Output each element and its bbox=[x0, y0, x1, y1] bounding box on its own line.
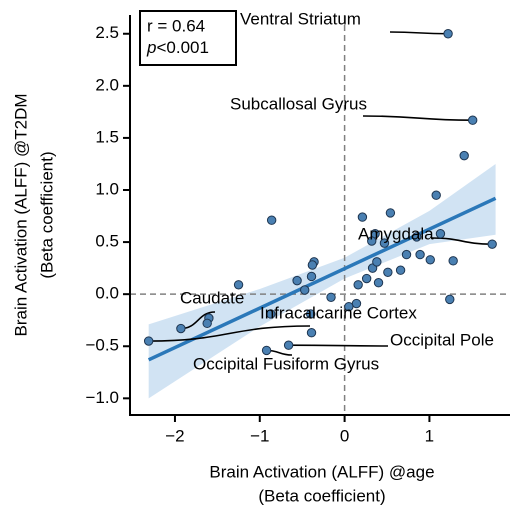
data-point bbox=[306, 328, 317, 338]
annotation-connector bbox=[148, 325, 311, 342]
stats-p-symbol: p bbox=[146, 38, 156, 57]
annotation-label: Occipital Pole bbox=[390, 330, 494, 349]
data-point bbox=[266, 215, 277, 225]
x-tick-label: −1 bbox=[250, 426, 269, 445]
data-point bbox=[383, 267, 393, 277]
data-point bbox=[487, 239, 497, 249]
data-point bbox=[385, 208, 396, 218]
x-tick-label: 1 bbox=[425, 426, 434, 445]
data-point bbox=[373, 278, 384, 288]
data-point bbox=[306, 271, 317, 282]
y-tick-label: 2.0 bbox=[95, 75, 119, 94]
y-tick-label: 0.5 bbox=[95, 232, 119, 251]
annotation-connector bbox=[362, 115, 473, 122]
x-axis-label: (Beta coefficient) bbox=[258, 486, 385, 505]
y-axis-label: Brain Activation (ALFF) @T2DM bbox=[11, 93, 30, 336]
data-point bbox=[202, 318, 212, 329]
data-point bbox=[326, 292, 336, 302]
data-point bbox=[266, 309, 276, 319]
data-point bbox=[411, 232, 422, 242]
data-point bbox=[467, 115, 478, 125]
data-point bbox=[445, 294, 455, 305]
data-point bbox=[261, 345, 272, 356]
x-tick-label: 0 bbox=[340, 426, 349, 445]
data-point bbox=[379, 238, 390, 248]
data-point bbox=[448, 256, 458, 266]
annotation-label: Caudate bbox=[180, 288, 244, 307]
data-point bbox=[425, 255, 435, 265]
annotation-label: Subcallosal Gyrus bbox=[230, 94, 367, 113]
y-tick-label: −0.5 bbox=[85, 336, 119, 355]
data-point bbox=[300, 285, 310, 295]
annotation-connector bbox=[389, 31, 449, 35]
data-point bbox=[292, 275, 302, 286]
y-axis-label: (Beta coefficient) bbox=[37, 151, 56, 278]
stats-r: r = 0.64 bbox=[147, 16, 205, 35]
data-point bbox=[353, 280, 363, 290]
data-point bbox=[357, 212, 368, 222]
stats-p-value: <0.001 bbox=[156, 38, 208, 57]
data-point bbox=[401, 249, 412, 260]
data-point bbox=[143, 336, 154, 346]
annotation-label: Occipital Fusiform Gyrus bbox=[193, 354, 379, 373]
data-point bbox=[372, 257, 382, 267]
annotation-label: Infracalcarine Cortex bbox=[260, 303, 417, 322]
data-point bbox=[307, 260, 318, 270]
data-point bbox=[367, 236, 377, 246]
data-point bbox=[344, 301, 354, 312]
data-point bbox=[233, 280, 244, 290]
annotation-connector bbox=[288, 344, 389, 347]
data-point bbox=[305, 309, 316, 319]
data-point bbox=[283, 340, 294, 350]
confidence-band bbox=[148, 163, 496, 399]
annotation-label: Ventral Striatum bbox=[240, 9, 361, 28]
y-tick-label: 1.5 bbox=[95, 127, 119, 146]
stats-box bbox=[139, 10, 237, 66]
data-point bbox=[415, 249, 425, 260]
x-axis-label: Brain Activation (ALFF) @age bbox=[209, 462, 434, 481]
y-tick-label: 2.5 bbox=[95, 23, 119, 42]
y-tick-label: 1.0 bbox=[95, 179, 119, 198]
data-point bbox=[361, 273, 372, 284]
regression-line bbox=[147, 196, 497, 362]
data-point bbox=[176, 323, 186, 334]
data-point bbox=[395, 265, 406, 275]
annotation-label: Amygdala bbox=[358, 224, 434, 243]
data-point bbox=[431, 190, 441, 200]
data-point bbox=[459, 150, 469, 161]
x-tick-label: −2 bbox=[165, 426, 184, 445]
stats-p: p<0.001 bbox=[146, 38, 209, 57]
data-point bbox=[435, 229, 446, 239]
y-tick-label: −1.0 bbox=[85, 388, 119, 407]
data-point bbox=[443, 29, 453, 39]
y-tick-label: 0.0 bbox=[95, 284, 119, 303]
